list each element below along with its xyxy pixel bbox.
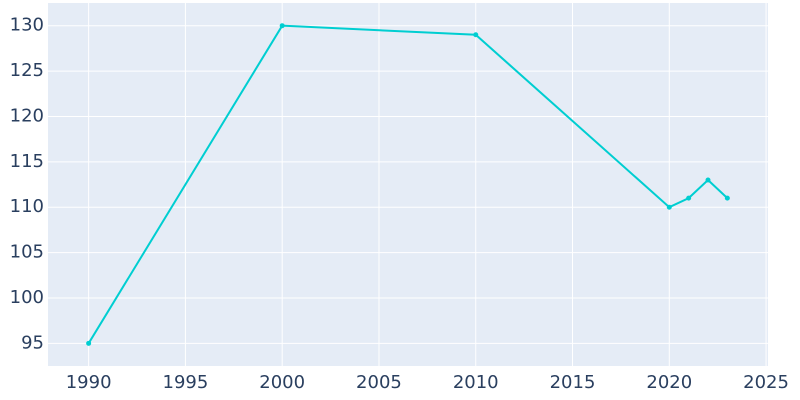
x-tick-label: 2000	[259, 372, 305, 393]
x-tick-label: 1995	[163, 372, 209, 393]
y-tick-label: 115	[10, 151, 44, 172]
x-tick-label: 2025	[743, 372, 789, 393]
y-tick-label: 100	[10, 287, 44, 308]
y-tick-label: 125	[10, 60, 44, 81]
x-tick-label: 1990	[66, 372, 112, 393]
x-tick-label: 2010	[453, 372, 499, 393]
y-tick-label: 105	[10, 242, 44, 263]
point	[473, 32, 479, 38]
y-tick-label: 130	[10, 15, 44, 36]
point	[666, 204, 672, 210]
y-tick-label: 120	[10, 105, 44, 126]
plot-area	[48, 3, 768, 366]
y-tick-label: 95	[21, 332, 44, 353]
point	[705, 177, 711, 183]
point	[686, 195, 692, 201]
point	[279, 23, 285, 29]
point	[86, 340, 92, 346]
x-tick-label: 2005	[356, 372, 402, 393]
y-tick-label: 110	[10, 196, 44, 217]
x-tick-label: 2015	[550, 372, 596, 393]
point	[724, 195, 730, 201]
x-tick-label: 2020	[646, 372, 692, 393]
